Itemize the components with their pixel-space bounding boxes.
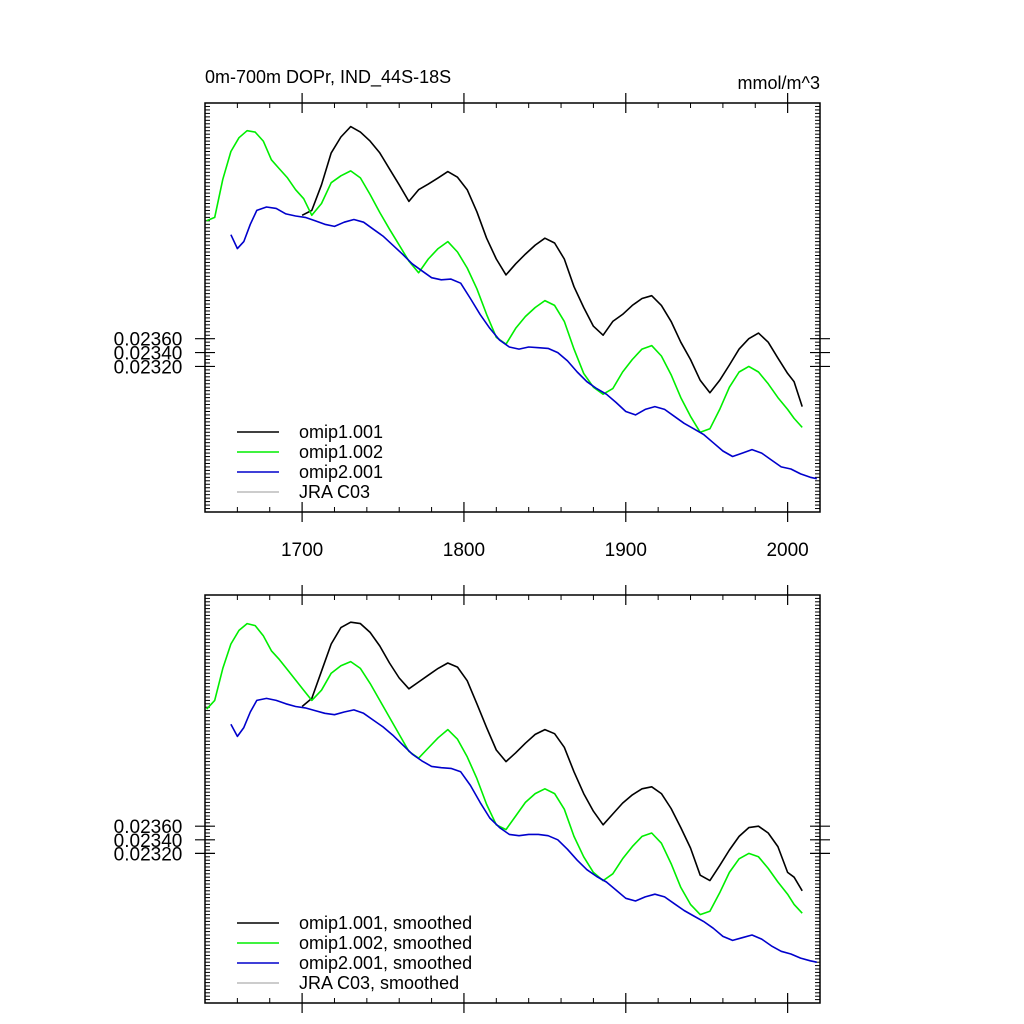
x-tick-label: 1900 [605, 540, 647, 561]
legend-label: JRA C03 [299, 482, 370, 502]
y-tick-label: 0.02340 [114, 831, 183, 852]
series-line-1 [301, 621, 803, 892]
y-tick-label: 0.02360 [114, 330, 183, 351]
legend-label: omip2.001, smoothed [299, 953, 472, 973]
series-line-2 [206, 622, 803, 916]
x-tick-label: 2000 [766, 540, 808, 561]
plot-frame [204, 102, 821, 513]
plot-frame [204, 594, 821, 1004]
series-line-3 [230, 697, 817, 963]
y-tick-label: 0.02360 [114, 817, 183, 838]
y-tick-label: 0.02320 [114, 357, 183, 378]
chart-title: 0m-700m DOPr, IND_44S-18S [205, 67, 451, 88]
x-tick-label: 1700 [281, 540, 323, 561]
legend-label: omip1.001 [299, 422, 383, 442]
x-tick-label: 1800 [443, 540, 485, 561]
y-tick-label: 0.02340 [114, 344, 183, 365]
legend-label: omip1.002 [299, 442, 383, 462]
legend-label: omip1.002, smoothed [299, 933, 472, 953]
series-line-3 [230, 206, 817, 480]
legend-label: omip2.001 [299, 462, 383, 482]
series-line-1 [301, 125, 803, 407]
legend-label: omip1.001, smoothed [299, 913, 472, 933]
y-tick-label: 0.02320 [114, 844, 183, 865]
legend-label: JRA C03, smoothed [299, 973, 459, 993]
units-label: mmol/m^3 [738, 73, 820, 93]
series-line-2 [206, 129, 803, 434]
